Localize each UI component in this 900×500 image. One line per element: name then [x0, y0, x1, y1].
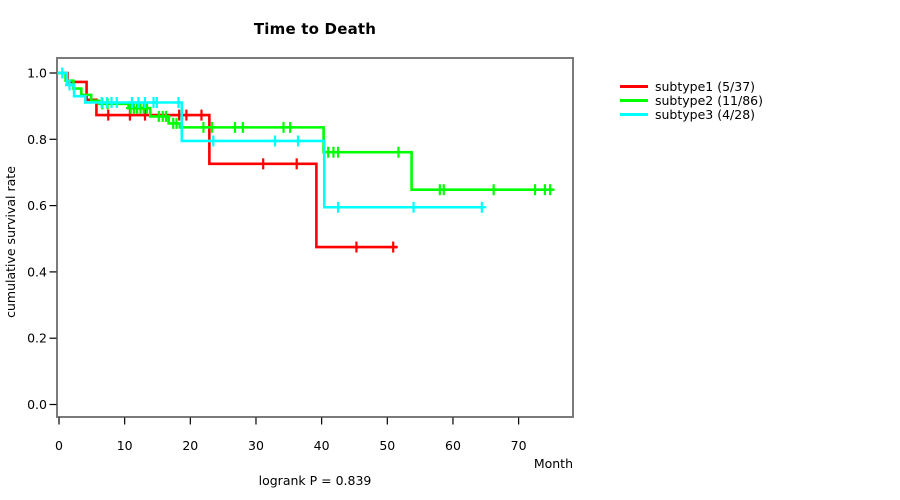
x-tick-label: 10 [117, 438, 133, 453]
x-tick-label: 30 [248, 438, 264, 453]
legend-label-subtype3: subtype3 (4/28) [655, 106, 756, 122]
y-tick-label: 0.2 [27, 331, 47, 346]
legend-line-subtype2 [620, 98, 648, 102]
legend-label-subtype2: subtype2 (11/86) [655, 92, 763, 108]
y-axis-label: cumulative survival rate [3, 166, 18, 318]
y-tick-label: 1.0 [27, 66, 47, 81]
plot-box [56, 57, 574, 418]
logrank-pvalue: logrank P = 0.839 [258, 473, 372, 488]
chart-title: Time to Death [253, 20, 377, 38]
x-tick-label: 40 [314, 438, 330, 453]
legend-item-subtype2: subtype2 (11/86) [620, 92, 763, 108]
y-tick-label: 0.0 [27, 397, 47, 412]
x-tick-label: 70 [511, 438, 527, 453]
legend-item-subtype1: subtype1 (5/37) [620, 78, 763, 94]
x-tick-label: 60 [445, 438, 461, 453]
y-tick-label: 0.4 [27, 264, 47, 279]
y-tick-label: 0.6 [27, 198, 47, 213]
x-tick-label: 0 [55, 438, 63, 453]
x-tick-label: 20 [182, 438, 198, 453]
survival-curve-subtype2 [57, 71, 554, 191]
legend-line-subtype3 [620, 112, 648, 116]
legend: subtype1 (5/37) subtype2 (11/86) subtype… [620, 78, 763, 122]
y-tick-label: 0.8 [27, 132, 47, 147]
legend-line-subtype1 [620, 84, 648, 88]
survival-curve-subtype3 [57, 71, 482, 209]
legend-item-subtype3: subtype3 (4/28) [620, 106, 763, 122]
x-axis-label: Month [533, 456, 573, 471]
x-tick-label: 50 [379, 438, 395, 453]
legend-label-subtype1: subtype1 (5/37) [655, 78, 756, 94]
